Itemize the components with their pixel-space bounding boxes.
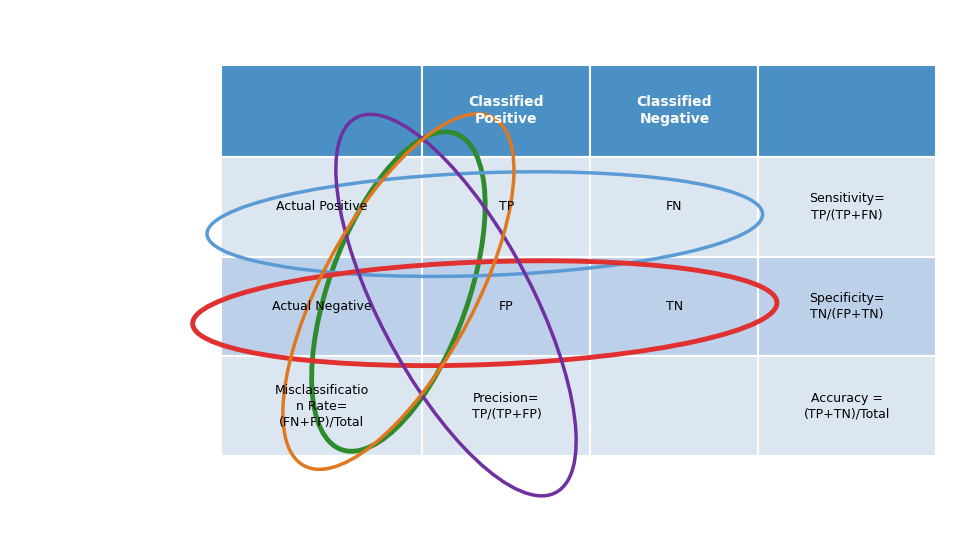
Text: Sensitivity=
TP/(TP+FN): Sensitivity= TP/(TP+FN) <box>809 192 885 221</box>
FancyBboxPatch shape <box>221 157 422 256</box>
FancyBboxPatch shape <box>422 157 590 256</box>
FancyBboxPatch shape <box>590 157 758 256</box>
FancyBboxPatch shape <box>422 356 590 456</box>
Text: TP: TP <box>499 200 514 213</box>
Text: Accuracy =
(TP+TN)/Total: Accuracy = (TP+TN)/Total <box>804 392 890 421</box>
FancyBboxPatch shape <box>221 256 422 356</box>
FancyBboxPatch shape <box>758 356 936 456</box>
FancyBboxPatch shape <box>758 65 936 157</box>
FancyBboxPatch shape <box>758 256 936 356</box>
Text: FP: FP <box>499 300 514 313</box>
Text: Specificity=
TN/(FP+TN): Specificity= TN/(FP+TN) <box>809 292 885 321</box>
Text: Actual Negative: Actual Negative <box>272 300 372 313</box>
FancyBboxPatch shape <box>590 356 758 456</box>
Text: Actual Positive: Actual Positive <box>276 200 368 213</box>
FancyBboxPatch shape <box>758 157 936 256</box>
FancyBboxPatch shape <box>422 65 590 157</box>
Text: TN: TN <box>666 300 683 313</box>
FancyBboxPatch shape <box>590 256 758 356</box>
FancyBboxPatch shape <box>221 65 422 157</box>
FancyBboxPatch shape <box>221 356 422 456</box>
Text: Classified
Positive: Classified Positive <box>468 95 544 126</box>
FancyBboxPatch shape <box>590 65 758 157</box>
Text: Misclassificatio
n Rate=
(FN+FP)/Total: Misclassificatio n Rate= (FN+FP)/Total <box>275 384 369 429</box>
FancyBboxPatch shape <box>422 256 590 356</box>
Text: FN: FN <box>666 200 683 213</box>
Text: Classified
Negative: Classified Negative <box>636 95 712 126</box>
Text: Precision=
TP/(TP+FP): Precision= TP/(TP+FP) <box>471 392 541 421</box>
